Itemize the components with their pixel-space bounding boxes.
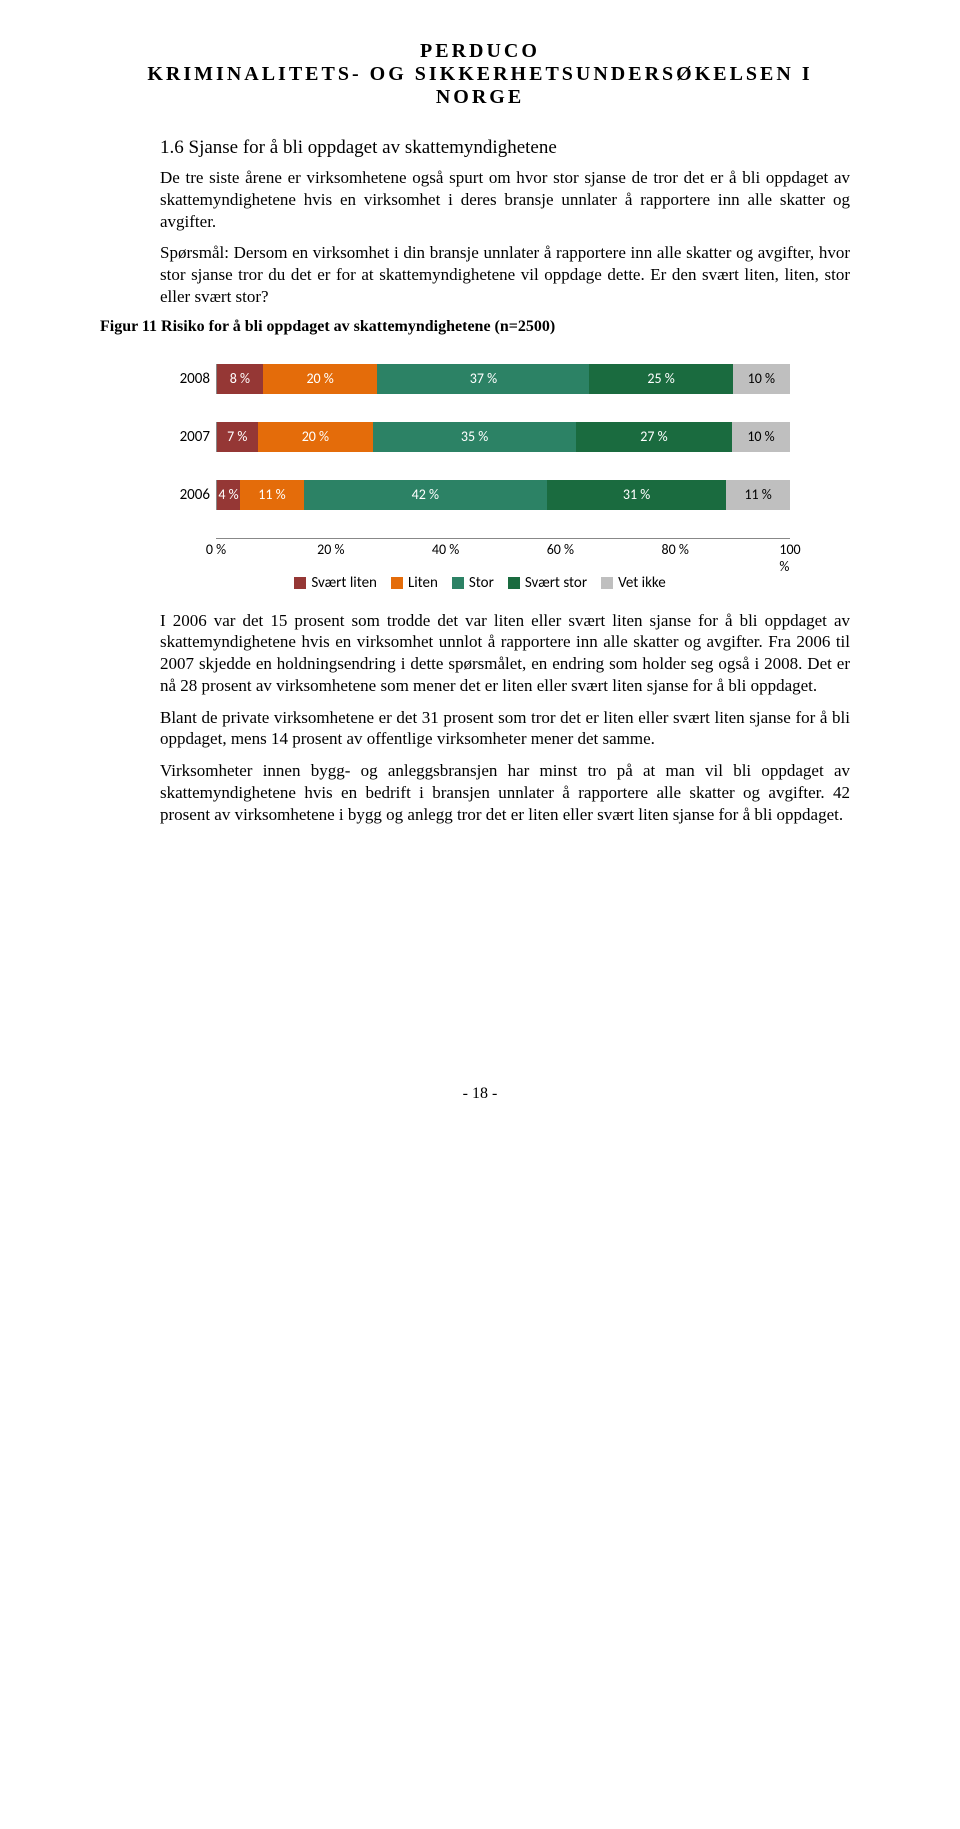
- chart-row: 20064 %11 %42 %31 %11 %: [170, 480, 790, 510]
- bar-segment-liten: 20 %: [258, 422, 374, 452]
- stacked-bar-chart: 20088 %20 %37 %25 %10 %20077 %20 %35 %27…: [170, 364, 790, 560]
- axis-tick: 20 %: [317, 541, 344, 558]
- axis-tick: 100 %: [779, 541, 800, 575]
- chart-row: 20088 %20 %37 %25 %10 %: [170, 364, 790, 394]
- legend-label: Vet ikke: [618, 574, 666, 592]
- intro-paragraph: De tre siste årene er virksomhetene også…: [160, 167, 850, 232]
- bar-track: 4 %11 %42 %31 %11 %: [216, 480, 790, 510]
- page-header: PERDUCO KRIMINALITETS- OG SIKKERHETSUNDE…: [100, 40, 860, 109]
- chart-year-label: 2006: [170, 486, 216, 504]
- axis-tick: 0 %: [206, 541, 226, 558]
- x-axis: 0 %20 %40 %60 %80 %100 %: [170, 538, 790, 560]
- legend-swatch: [508, 577, 520, 589]
- chart-legend: Svært liten Liten Stor Svært stor Vet ikke: [100, 574, 860, 592]
- legend-swatch: [601, 577, 613, 589]
- section-title: 1.6 Sjanse for å bli oppdaget av skattem…: [160, 137, 850, 159]
- figure-title: Figur 11 Risiko for å bli oppdaget av sk…: [100, 318, 860, 336]
- bar-segment-stor: 42 %: [304, 480, 547, 510]
- legend-swatch: [294, 577, 306, 589]
- legend-swatch: [452, 577, 464, 589]
- bar-segment-vet_ikke: 11 %: [726, 480, 790, 510]
- bar-segment-vet_ikke: 10 %: [732, 422, 790, 452]
- axis-tick: 80 %: [662, 541, 689, 558]
- legend-label: Stor: [469, 574, 494, 592]
- bar-segment-vet_ikke: 10 %: [733, 364, 790, 394]
- legend-item-stor: Stor: [452, 574, 494, 592]
- bar-segment-svart_stor: 27 %: [576, 422, 732, 452]
- header-line-2: KRIMINALITETS- OG SIKKERHETSUNDERSØKELSE…: [100, 63, 860, 109]
- legend-label: Svært stor: [525, 574, 587, 592]
- bar-segment-svart_stor: 25 %: [589, 364, 732, 394]
- legend-label: Liten: [408, 574, 438, 592]
- body-paragraph-2: Blant de private virksomhetene er det 31…: [160, 707, 850, 751]
- bar-segment-svart_stor: 31 %: [547, 480, 726, 510]
- legend-swatch: [391, 577, 403, 589]
- page-number: - 18 -: [100, 1085, 860, 1103]
- question-paragraph: Spørsmål: Dersom en virksomhet i din bra…: [160, 242, 850, 307]
- axis-tick: 60 %: [547, 541, 574, 558]
- body-paragraph-1: I 2006 var det 15 prosent som trodde det…: [160, 610, 850, 697]
- legend-item-vet_ikke: Vet ikke: [601, 574, 666, 592]
- legend-item-svart_stor: Svært stor: [508, 574, 587, 592]
- bar-segment-stor: 37 %: [377, 364, 589, 394]
- bar-segment-svart_liten: 8 %: [217, 364, 263, 394]
- axis-tick: 40 %: [432, 541, 459, 558]
- chart-year-label: 2007: [170, 428, 216, 446]
- legend-item-svart_liten: Svært liten: [294, 574, 377, 592]
- bar-segment-liten: 20 %: [263, 364, 378, 394]
- header-line-1: PERDUCO: [100, 40, 860, 63]
- bar-segment-stor: 35 %: [373, 422, 576, 452]
- bar-segment-liten: 11 %: [240, 480, 304, 510]
- chart-year-label: 2008: [170, 370, 216, 388]
- body-paragraph-3: Virksomheter innen bygg- og anleggsbrans…: [160, 760, 850, 825]
- chart-row: 20077 %20 %35 %27 %10 %: [170, 422, 790, 452]
- bar-segment-svart_liten: 4 %: [217, 480, 240, 510]
- bar-segment-svart_liten: 7 %: [217, 422, 258, 452]
- legend-label: Svært liten: [311, 574, 377, 592]
- legend-item-liten: Liten: [391, 574, 438, 592]
- bar-track: 7 %20 %35 %27 %10 %: [216, 422, 790, 452]
- bar-track: 8 %20 %37 %25 %10 %: [216, 364, 790, 394]
